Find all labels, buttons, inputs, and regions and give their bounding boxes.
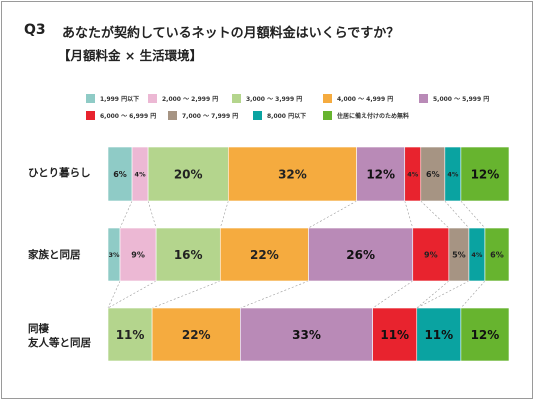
data-label: 12% [471,167,500,181]
connector-line [444,200,470,229]
data-label: 4% [135,170,147,178]
bar-segment [356,146,406,202]
bar-segment [484,227,510,282]
data-label: 3% [108,251,120,259]
data-label: 22% [182,328,211,342]
category-label: 家族と同居 [28,249,81,261]
bar-segment [155,227,221,282]
data-label: 6% [113,170,127,179]
connector-line [416,280,470,309]
data-label: 11% [424,328,453,342]
connector-line [416,280,450,309]
connector-line [460,200,486,229]
connector-line [107,280,157,309]
data-label: 4% [471,251,483,259]
connector-line [308,200,357,229]
data-label: 4% [447,170,459,178]
category-label: 同棲 友人等と同居 [28,323,91,349]
question-subtitle: 【月額料金 × 生活環境】 [58,48,203,63]
connector-line [404,200,414,229]
bar-segment [460,307,510,362]
data-label: 22% [250,248,279,262]
bar-segment [460,146,510,202]
bar-segment [151,307,241,362]
question-title: あなたが契約しているネットの月額料金はいくらですか？ [62,26,400,41]
data-label: 11% [116,328,145,342]
data-label: 6% [426,170,440,179]
bar-segment [308,227,414,282]
bar-segment [219,227,309,282]
bar-segment [372,307,418,362]
bar-segment [228,146,357,202]
bar-segment [416,307,462,362]
data-label: 20% [174,167,203,181]
bar-segment [147,146,229,202]
bar-segment [107,307,153,362]
data-label: 12% [471,328,500,342]
data-label: 33% [292,328,321,342]
connector-line [372,280,413,309]
connector-line [147,200,157,229]
connector-line [219,200,229,229]
bar-segment [412,227,450,282]
data-label: 6% [490,250,504,259]
data-label: 32% [278,167,307,181]
connector-line [460,280,486,309]
bar-segment [107,146,133,202]
connector-line [151,280,221,309]
connector-line [240,280,309,309]
connector-line [420,200,450,229]
data-label: 9% [131,250,145,259]
data-label: 4% [407,170,419,178]
bar-segment [119,227,157,282]
category-label: ひとり暮らし [28,167,91,179]
connector-line [107,280,121,309]
data-label: 26% [346,248,375,262]
data-label: 9% [424,250,438,259]
data-label: 16% [174,248,203,262]
connector-line [119,200,133,229]
data-label: 11% [380,328,409,342]
data-label: 5% [452,250,466,259]
bar-segment [240,307,373,362]
question-number: Q3 [24,22,46,38]
data-label: 12% [366,167,395,181]
